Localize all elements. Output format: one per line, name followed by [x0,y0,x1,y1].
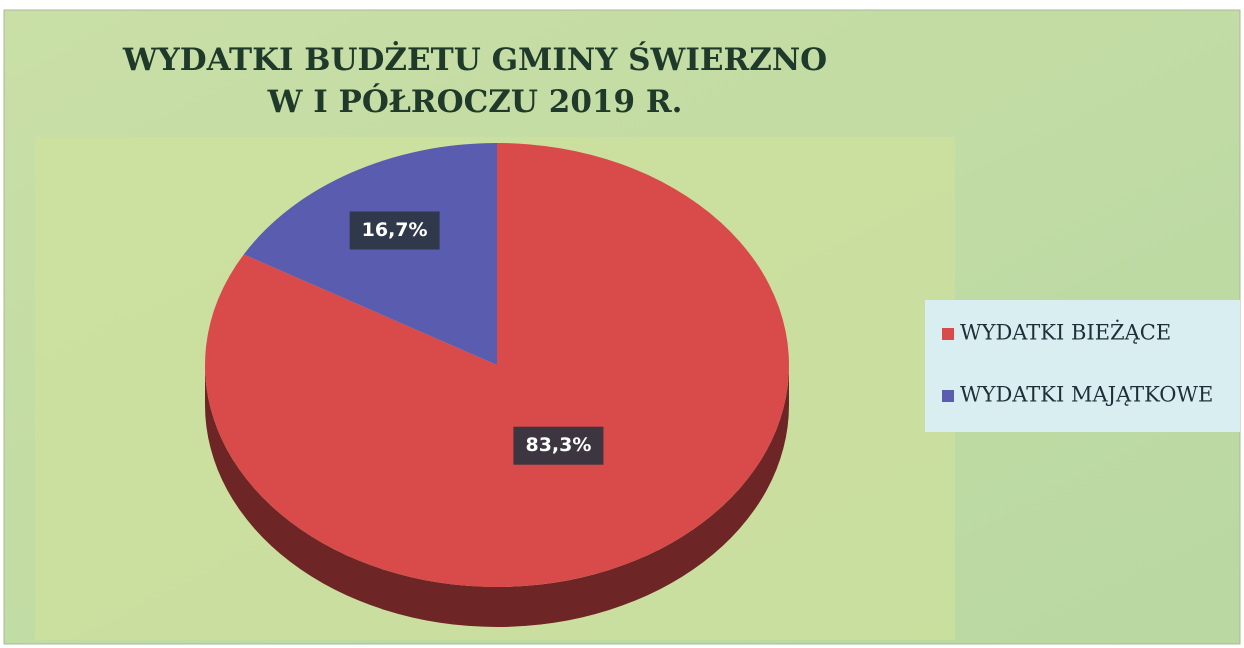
chart-title: WYDATKI BUDŻETU GMINY ŚWIERZNO [122,40,827,78]
legend-box [925,300,1240,432]
slice [204,143,789,587]
legend-marker [942,390,954,402]
data-label-box [513,426,604,465]
legend-label: WYDATKI BIEŻĄCE [960,321,1171,345]
data-label: 83,3% [525,434,591,456]
data-label: 16,7% [362,219,428,241]
legend-marker [942,328,954,340]
legend-label: WYDATKI MAJĄTKOWE [960,383,1213,407]
slice [243,143,497,365]
slice-side [205,365,789,627]
data-label-box [349,211,440,250]
chart-title: W I PÓŁROCZU 2019 R. [267,82,683,120]
